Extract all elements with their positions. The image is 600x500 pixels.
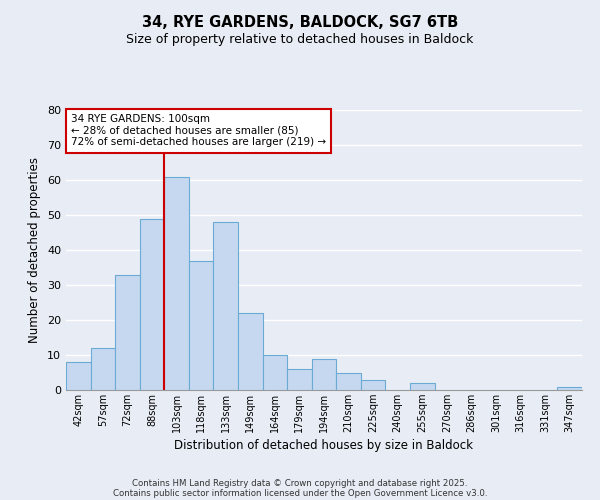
Bar bbox=[115, 274, 140, 390]
Bar bbox=[238, 313, 263, 390]
Text: Contains public sector information licensed under the Open Government Licence v3: Contains public sector information licen… bbox=[113, 488, 487, 498]
Text: Size of property relative to detached houses in Baldock: Size of property relative to detached ho… bbox=[127, 32, 473, 46]
Bar bbox=[312, 358, 336, 390]
Bar bbox=[66, 362, 91, 390]
Text: 34, RYE GARDENS, BALDOCK, SG7 6TB: 34, RYE GARDENS, BALDOCK, SG7 6TB bbox=[142, 15, 458, 30]
Bar bbox=[361, 380, 385, 390]
Text: 34 RYE GARDENS: 100sqm
← 28% of detached houses are smaller (85)
72% of semi-det: 34 RYE GARDENS: 100sqm ← 28% of detached… bbox=[71, 114, 326, 148]
Bar bbox=[263, 355, 287, 390]
Bar bbox=[164, 176, 189, 390]
Bar bbox=[140, 218, 164, 390]
Bar bbox=[287, 369, 312, 390]
Text: Contains HM Land Registry data © Crown copyright and database right 2025.: Contains HM Land Registry data © Crown c… bbox=[132, 478, 468, 488]
Bar bbox=[336, 372, 361, 390]
Bar bbox=[91, 348, 115, 390]
Bar bbox=[189, 260, 214, 390]
Y-axis label: Number of detached properties: Number of detached properties bbox=[28, 157, 41, 343]
Bar bbox=[410, 383, 434, 390]
Bar bbox=[557, 386, 582, 390]
Bar bbox=[214, 222, 238, 390]
X-axis label: Distribution of detached houses by size in Baldock: Distribution of detached houses by size … bbox=[175, 439, 473, 452]
